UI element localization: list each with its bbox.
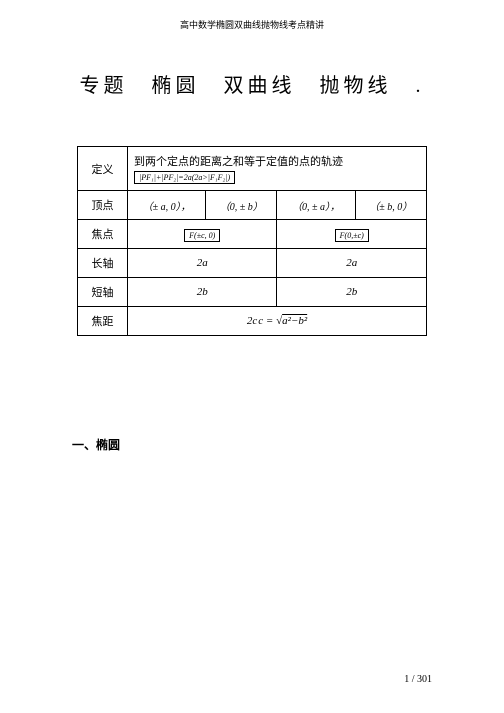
properties-table-container: 定义 到两个定点的距离之和等于定值的点的轨迹 |PF₁|+|PF₂|=2a(2a… <box>77 146 427 336</box>
focal-dist-label: 焦距 <box>78 307 128 336</box>
definition-formula: |PF₁|+|PF₂|=2a(2a>|F₁F₂|) <box>134 171 235 184</box>
table-row: 短轴 2b 2b <box>78 278 427 307</box>
focal-dist-formula: 2cc = √a²−b² <box>247 315 307 327</box>
focus-formula-1: F(±c, 0) <box>184 229 220 242</box>
vertex-3: （0, ± a）， <box>277 191 355 220</box>
document-title: 专题 椭圆 双曲线 抛物线 . <box>0 69 504 98</box>
major-axis-1: 2a <box>128 249 277 278</box>
minor-axis-1: 2b <box>128 278 277 307</box>
table-row: 顶点 （± a, 0）， （0, ± b） （0, ± a）， （± b, 0） <box>78 191 427 220</box>
definition-label: 定义 <box>78 147 128 191</box>
focus-label: 焦点 <box>78 220 128 249</box>
focus-cell-2: F(0,±c) <box>277 220 427 249</box>
vertex-4: （± b, 0） <box>355 191 426 220</box>
page-number: 1 / 301 <box>404 674 432 685</box>
table-row: 焦距 2cc = √a²−b² <box>78 307 427 336</box>
vertex-label: 顶点 <box>78 191 128 220</box>
focus-formula-2: F(0,±c) <box>335 229 369 242</box>
definition-cell: 到两个定点的距离之和等于定值的点的轨迹 |PF₁|+|PF₂|=2a(2a>|F… <box>128 147 427 191</box>
major-axis-2: 2a <box>277 249 427 278</box>
focus-cell-1: F(±c, 0) <box>128 220 277 249</box>
major-axis-label: 长轴 <box>78 249 128 278</box>
table-row: 定义 到两个定点的距离之和等于定值的点的轨迹 |PF₁|+|PF₂|=2a(2a… <box>78 147 427 191</box>
page-header: 高中数学椭圆双曲线抛物线考点精讲 <box>0 0 504 31</box>
minor-axis-label: 短轴 <box>78 278 128 307</box>
definition-text: 到两个定点的距离之和等于定值的点的轨迹 <box>134 156 343 168</box>
table-row: 焦点 F(±c, 0) F(0,±c) <box>78 220 427 249</box>
table-row: 长轴 2a 2a <box>78 249 427 278</box>
focal-dist-cell: 2cc = √a²−b² <box>128 307 427 336</box>
minor-axis-2: 2b <box>277 278 427 307</box>
properties-table: 定义 到两个定点的距离之和等于定值的点的轨迹 |PF₁|+|PF₂|=2a(2a… <box>77 146 427 336</box>
vertex-2: （0, ± b） <box>206 191 277 220</box>
vertex-1: （± a, 0）， <box>128 191 206 220</box>
section-heading: 一、椭圆 <box>72 436 504 453</box>
